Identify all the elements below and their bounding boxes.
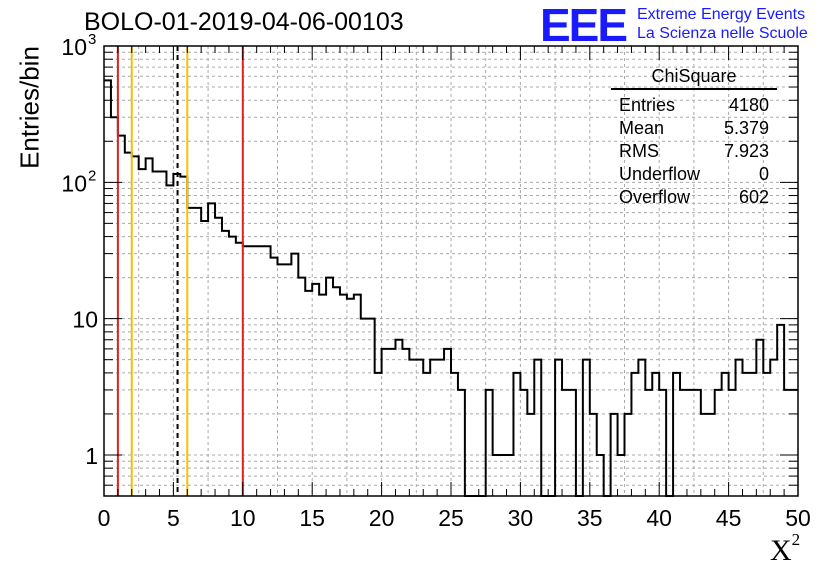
stats-label: Overflow (619, 187, 691, 207)
x-tick-label: 30 (508, 505, 534, 531)
logo-line-2: La Scienza nelle Scuole (637, 25, 808, 42)
x-tick-label: 40 (646, 505, 672, 531)
x-axis-label-base: X (770, 534, 792, 567)
run-title: BOLO-01-2019-04-06-00103 (84, 8, 404, 36)
y-tick-label: 1 (85, 443, 98, 469)
stats-row-underflow: Underflow 0 (611, 163, 777, 186)
stats-row-entries: Entries 4180 (611, 94, 777, 117)
x-tick-label: 50 (785, 505, 811, 531)
x-tick-label: 25 (438, 505, 464, 531)
logo-line-1: Extreme Energy Events (637, 6, 806, 23)
y-tick-label: 10 (61, 170, 87, 196)
stats-value: 602 (738, 187, 769, 207)
stats-row-mean: Mean 5.379 (611, 117, 777, 140)
stats-label: RMS (619, 141, 659, 161)
stats-value: 7.923 (723, 141, 769, 161)
y-tick-label: 10 (72, 307, 98, 333)
stats-label: Underflow (619, 164, 701, 184)
x-tick-label: 15 (299, 505, 325, 531)
y-tick-label: 10 (61, 34, 87, 60)
x-tick-label: 35 (577, 505, 603, 531)
x-tick-label: 5 (167, 505, 180, 531)
x-tick-label: 10 (230, 505, 256, 531)
stats-row-overflow: Overflow 602 (611, 186, 777, 209)
x-tick-label: 20 (369, 505, 395, 531)
y-tick-exponent: 3 (88, 31, 96, 48)
stats-label: Mean (619, 118, 665, 138)
x-axis-label-superscript: 2 (791, 530, 801, 549)
stats-value: 4180 (728, 95, 769, 115)
stats-title: ChiSquare (611, 66, 777, 90)
stats-value: 5.379 (723, 118, 769, 138)
stats-label: Entries (619, 95, 676, 115)
eee-logo: EEE (540, 0, 628, 51)
x-tick-label: 0 (98, 505, 111, 531)
stats-row-rms: RMS 7.923 (611, 140, 777, 163)
x-axis-label: X2 (770, 530, 800, 568)
y-tick-exponent: 2 (88, 167, 96, 184)
histogram-step-line (104, 79, 798, 497)
x-tick-label: 45 (716, 505, 742, 531)
stats-box: ChiSquare Entries 4180 Mean 5.379 RMS 7.923… (611, 66, 777, 209)
stats-value: 0 (758, 164, 769, 184)
